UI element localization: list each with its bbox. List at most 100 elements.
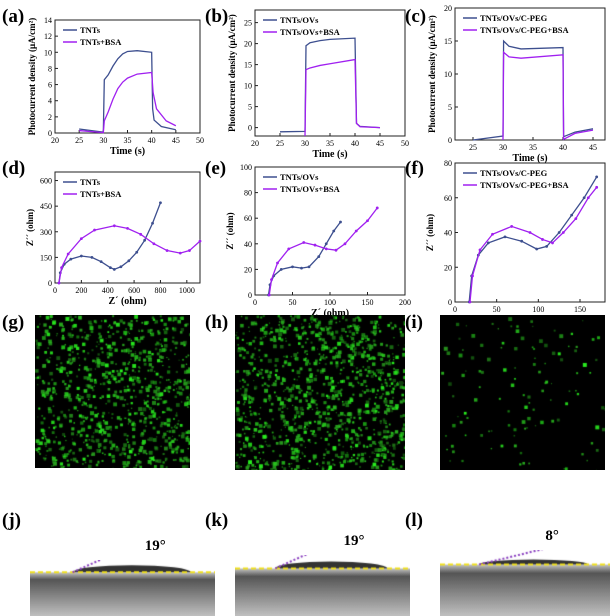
data-point [339, 220, 342, 224]
series-line-tnts-ovs-bsa [268, 207, 378, 296]
legend-label: TNTs/OVs/C-PEG+BSA [480, 180, 569, 190]
chart-c: 25 30 35 40 45 0 5 10 15 20 Time (s) Photocurrent d… [427, 4, 606, 164]
series-line-tnts-ovs-c-peg-bsa [469, 186, 598, 303]
series-line-tnts-bsa [79, 71, 177, 134]
y-tick-label: 0 [48, 279, 52, 288]
data-point [334, 248, 338, 252]
data-point [135, 250, 139, 254]
legend-label: TNTs/OVs/C-PEG [480, 13, 548, 23]
data-point [595, 175, 599, 179]
y-tick-label: 10 [244, 82, 252, 91]
panel-label: (f) [405, 158, 424, 179]
y-tick-label: 10 [44, 48, 52, 57]
contact-angle-image [30, 560, 215, 616]
data-point [152, 242, 156, 246]
legend-label: TNTs/OVs [280, 15, 319, 25]
data-point [291, 265, 294, 269]
contact-angle-image [440, 550, 610, 616]
data-point [545, 245, 549, 248]
data-point [324, 247, 328, 251]
data-point [582, 196, 586, 200]
data-point [510, 225, 514, 228]
data-point [343, 242, 347, 246]
plot-frame [54, 171, 201, 284]
y-axis-label: Z´´ (ohm) [25, 209, 35, 246]
data-point [178, 251, 182, 255]
x-tick-label: 30 [499, 143, 507, 152]
y-axis-label: Z´´ (ohm) [425, 214, 435, 251]
panel-label: (a) [2, 6, 25, 27]
x-axis-label: Time (s) [312, 149, 347, 160]
data-point [143, 238, 147, 242]
y-tick-label: 80 [444, 159, 452, 168]
data-point [108, 266, 112, 270]
series-line-tnts-ovs [279, 37, 381, 133]
data-point [375, 206, 379, 210]
x-tick-label: 25 [469, 143, 477, 152]
data-point [276, 261, 279, 265]
contact-angle-value: 19° [144, 538, 166, 554]
data-point [535, 247, 539, 251]
data-point [307, 265, 311, 269]
x-tick-label: 50 [196, 136, 204, 145]
series-line-tnts-ovs-bsa [304, 58, 381, 137]
y-tick-label: 14 [44, 16, 52, 25]
x-tick-label: 35 [326, 139, 334, 148]
data-point [79, 254, 83, 258]
data-point [366, 219, 369, 223]
data-point [60, 266, 63, 270]
data-point [287, 247, 291, 251]
data-point [119, 265, 123, 269]
data-point [126, 226, 129, 230]
x-tick-label: 30 [301, 139, 309, 148]
y-axis-label: Photocurrent density (μA/cm²) [27, 18, 37, 136]
y-axis-label: Photocurrent density (μA/cm²) [427, 15, 437, 133]
y-tick-label: 4 [48, 97, 52, 106]
x-tick-label: 150 [362, 298, 374, 307]
y-tick-label: 60 [444, 194, 452, 203]
x-tick-label: 25 [75, 136, 83, 145]
data-point [151, 221, 154, 225]
x-tick-label: 40 [351, 139, 359, 148]
data-point [270, 278, 273, 282]
x-tick-label: 35 [529, 143, 537, 152]
y-tick-label: 80 [244, 189, 252, 198]
data-point [332, 229, 336, 233]
data-point [574, 217, 578, 220]
x-tick-label: 600 [128, 286, 140, 295]
data-point [586, 196, 590, 200]
y-tick-label: 300 [40, 228, 52, 237]
data-point [503, 235, 507, 239]
data-point [551, 241, 554, 245]
plot-frame [54, 19, 201, 134]
data-point [165, 249, 169, 252]
x-tick-label: 50 [401, 139, 409, 148]
data-point [471, 274, 474, 278]
legend-label: TNTs/OVs [280, 172, 319, 182]
data-point [99, 260, 103, 264]
y-tick-label: 40 [444, 229, 452, 238]
y-tick-label: 2 [48, 113, 52, 122]
y-tick-label: 100 [240, 163, 252, 172]
data-point [561, 231, 565, 234]
y-tick-label: 600 [40, 177, 52, 186]
data-point [159, 201, 162, 205]
x-tick-label: 0 [53, 286, 57, 295]
y-tick-label: 0 [448, 136, 452, 145]
x-tick-label: 50 [289, 298, 297, 307]
x-tick-label: 0 [453, 305, 457, 314]
y-tick-label: 0 [48, 129, 52, 138]
y-tick-label: 0 [448, 298, 452, 307]
x-tick-label: 50 [493, 305, 501, 314]
x-tick-label: 30 [99, 136, 107, 145]
x-tick-label: 800 [154, 286, 166, 295]
panel-label: (h) [205, 312, 229, 333]
x-tick-label: 40 [559, 143, 567, 152]
contact-angle-value: 19° [343, 533, 365, 549]
data-point [570, 213, 574, 217]
panel-label: (g) [2, 312, 25, 333]
y-tick-label: 10 [444, 70, 452, 79]
data-point [300, 266, 303, 270]
